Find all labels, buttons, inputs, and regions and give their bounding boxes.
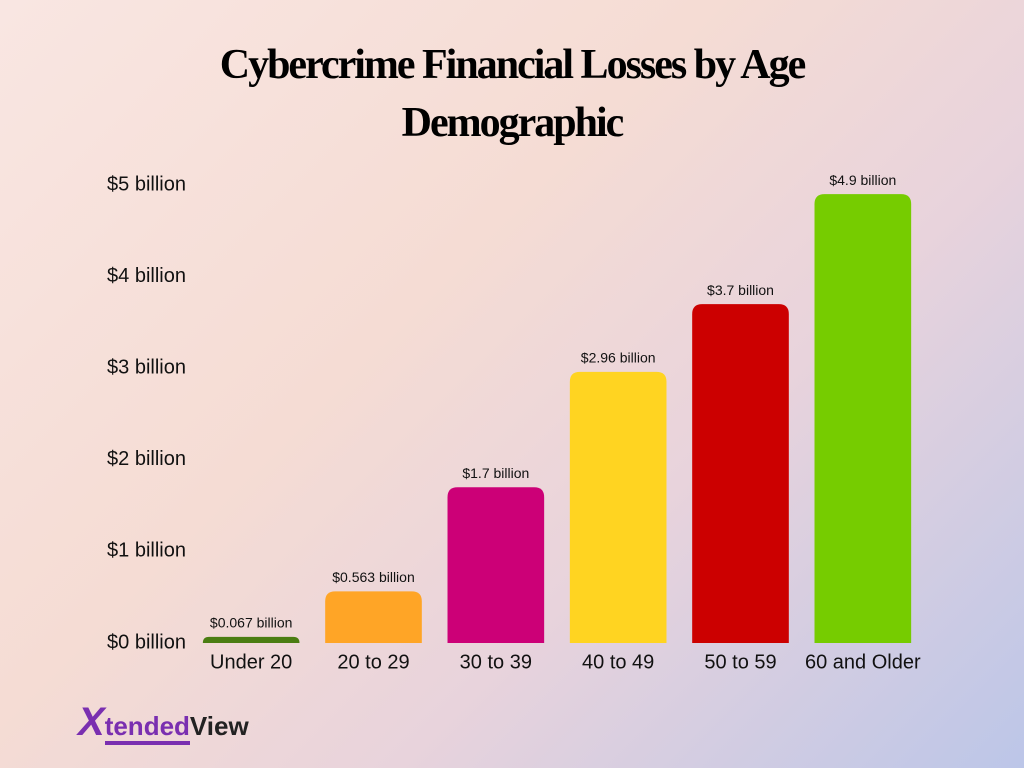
- y-tick-label: $4 billion: [107, 265, 186, 287]
- y-tick-label: $0 billion: [107, 631, 186, 653]
- data-label: $4.9 billion: [829, 172, 896, 188]
- logo-text: tended: [104, 711, 190, 745]
- logo-mark: X: [78, 700, 105, 744]
- y-tick-label: $3 billion: [107, 356, 186, 378]
- bar: [569, 371, 667, 643]
- y-tick-label: $2 billion: [107, 448, 186, 470]
- x-tick-label: 60 and Older: [805, 651, 921, 673]
- data-label: $0.067 billion: [210, 615, 293, 631]
- chart-title: Cybercrime Financial Losses by Age Demog…: [219, 42, 807, 146]
- bar: [814, 194, 912, 643]
- logo-text: View: [189, 711, 249, 741]
- logo: XtendedView: [78, 700, 249, 745]
- bar: [447, 487, 545, 643]
- data-label: $1.7 billion: [462, 465, 529, 481]
- bar: [325, 591, 422, 643]
- x-tick-label: 30 to 39: [460, 651, 532, 673]
- y-tick-label: $1 billion: [107, 540, 186, 562]
- x-tick-label: Under 20: [210, 651, 292, 673]
- bar: [202, 636, 300, 643]
- x-tick-label: 50 to 59: [704, 651, 776, 673]
- bar: [692, 304, 789, 643]
- data-label: $2.96 billion: [581, 350, 656, 366]
- x-tick-label: 20 to 29: [337, 651, 409, 673]
- data-label: $0.563 billion: [332, 569, 415, 585]
- x-tick-label: 40 to 49: [582, 651, 654, 673]
- data-label: $3.7 billion: [707, 282, 774, 298]
- y-tick-label: $5 billion: [107, 173, 186, 195]
